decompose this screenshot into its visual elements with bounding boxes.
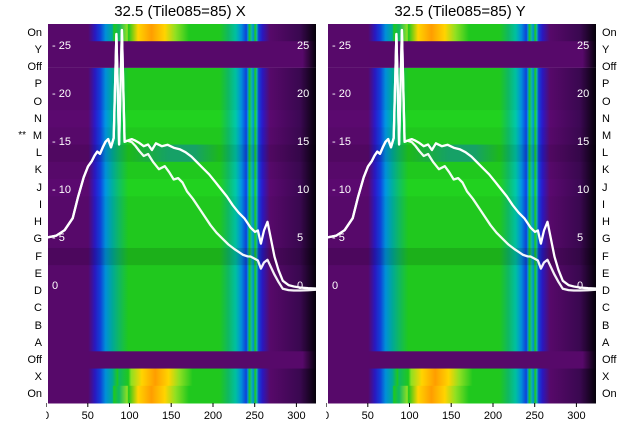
svg-text:300: 300 xyxy=(287,410,305,422)
svg-text:50: 50 xyxy=(82,410,94,422)
svg-text:0: 0 xyxy=(297,280,303,292)
svg-text:- 20: - 20 xyxy=(332,88,351,100)
svg-text:25: 25 xyxy=(577,40,589,52)
svg-text:- 5: - 5 xyxy=(52,232,65,244)
svg-text:0: 0 xyxy=(52,280,58,292)
svg-text:5: 5 xyxy=(297,232,303,244)
svg-text:300: 300 xyxy=(567,410,585,422)
svg-text:- 25: - 25 xyxy=(52,40,71,52)
svg-text:20: 20 xyxy=(297,88,309,100)
svg-text:- 15: - 15 xyxy=(52,136,71,148)
svg-text:15: 15 xyxy=(297,136,309,148)
svg-text:- 15: - 15 xyxy=(332,136,351,148)
svg-text:25: 25 xyxy=(297,40,309,52)
svg-text:250: 250 xyxy=(526,410,544,422)
svg-text:- 10: - 10 xyxy=(332,184,351,196)
svg-text:100: 100 xyxy=(120,410,138,422)
svg-text:15: 15 xyxy=(577,136,589,148)
svg-text:0: 0 xyxy=(577,280,583,292)
svg-text:150: 150 xyxy=(162,410,180,422)
svg-text:200: 200 xyxy=(484,410,502,422)
svg-text:10: 10 xyxy=(577,184,589,196)
svg-text:0: 0 xyxy=(326,410,329,422)
svg-text:- 10: - 10 xyxy=(52,184,71,196)
svg-text:100: 100 xyxy=(400,410,418,422)
svg-text:- 20: - 20 xyxy=(52,88,71,100)
svg-text:200: 200 xyxy=(204,410,222,422)
svg-text:250: 250 xyxy=(246,410,264,422)
svg-text:20: 20 xyxy=(577,88,589,100)
svg-text:50: 50 xyxy=(362,410,374,422)
svg-text:- 25: - 25 xyxy=(332,40,351,52)
svg-text:0: 0 xyxy=(46,410,49,422)
svg-text:5: 5 xyxy=(577,232,583,244)
svg-text:- 5: - 5 xyxy=(332,232,345,244)
svg-text:10: 10 xyxy=(297,184,309,196)
svg-text:0: 0 xyxy=(332,280,338,292)
svg-text:150: 150 xyxy=(442,410,460,422)
